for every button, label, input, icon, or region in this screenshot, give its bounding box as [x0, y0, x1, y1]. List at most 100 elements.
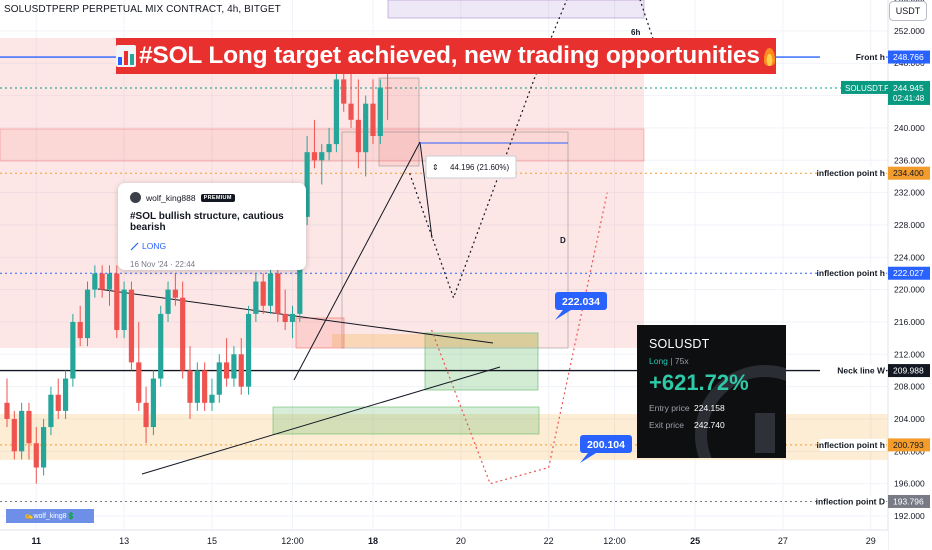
candle-body — [385, 87, 391, 89]
pnl-side: Long | 75x — [649, 356, 689, 366]
fire-icon — [762, 46, 776, 66]
price-tick: 212.000 — [894, 349, 925, 359]
avatar — [130, 192, 141, 203]
candle-body — [216, 362, 222, 395]
candle-body — [92, 273, 98, 290]
exit-label: Exit price — [649, 420, 684, 430]
candle-body — [48, 394, 54, 428]
candle-body — [55, 394, 61, 411]
time-tick: 12:00 — [281, 536, 304, 546]
marker-6h: 6h — [631, 28, 640, 37]
candle-body — [114, 273, 120, 331]
range-box — [378, 77, 420, 167]
level-price-tag — [888, 166, 930, 180]
level-name: Neck line W — [837, 366, 886, 376]
marker-d: D — [560, 236, 566, 245]
exit-row: Exit price 242.740 — [649, 420, 774, 430]
direction-label: LONG — [142, 241, 167, 251]
time-axis — [0, 530, 888, 550]
candle-body — [128, 289, 135, 363]
candle-body — [224, 362, 230, 379]
price-tick: 236.000 — [894, 155, 925, 165]
symbol-price-tag — [841, 80, 888, 94]
headline-text: #SOL Long target achieved, new trading o… — [139, 42, 760, 69]
candle-body — [267, 273, 274, 306]
candle-body — [370, 103, 376, 137]
bar-chart-icon — [116, 45, 136, 67]
level-price-tag — [888, 494, 930, 508]
candle-body — [311, 152, 318, 161]
pnl-leverage: 75x — [674, 356, 689, 366]
headline-banner: #SOL Long target achieved, new trading o… — [116, 38, 776, 74]
price-callout-label: 200.104 — [587, 439, 625, 451]
candle-body — [77, 321, 83, 339]
currency-button[interactable]: USDT — [889, 1, 927, 21]
symbol-price-tag-label: SOLUSDT.P — [845, 84, 889, 93]
candle-body — [363, 103, 369, 153]
price-tick: 224.000 — [894, 252, 925, 262]
candle-body — [158, 313, 164, 379]
candle-body — [33, 443, 39, 468]
entry-label: Entry price — [649, 403, 690, 413]
level-name: inflection point h — [817, 268, 885, 278]
time-tick: 25 — [690, 536, 700, 546]
entry-value: 224.158 — [694, 403, 725, 413]
candle-body — [11, 418, 17, 452]
level-price-label: 200.793 — [893, 440, 924, 450]
price-tick: 228.000 — [894, 220, 925, 230]
candle-body — [348, 103, 354, 120]
price-tick: 192.000 — [894, 511, 925, 521]
candle-body — [19, 410, 25, 452]
measure-box — [425, 155, 517, 179]
decorative-bar — [755, 413, 775, 453]
idea-date: 16 Nov '24 · 22:44 — [130, 260, 196, 269]
countdown-label: 02:41:48 — [893, 94, 925, 103]
candle-body — [194, 370, 200, 403]
level-price-tag — [888, 50, 930, 64]
projection-path-red — [430, 192, 608, 485]
candle-body — [289, 313, 296, 322]
author-name[interactable]: wolf_king888 — [146, 192, 196, 203]
candle-body — [187, 370, 193, 403]
impulse-line — [419, 141, 433, 239]
level-name-bg — [820, 495, 886, 508]
candle-body — [304, 152, 310, 217]
pnl-roi: +621.72% — [649, 370, 749, 395]
price-tick: 204.000 — [894, 414, 925, 424]
candle-body — [341, 79, 347, 104]
price-callout-tail — [555, 310, 571, 320]
candle-body — [231, 354, 237, 379]
premium-badge: PREMIUM — [200, 193, 235, 202]
candle-body — [150, 378, 156, 428]
candle-body — [4, 402, 10, 419]
level-price-label: 193.796 — [893, 496, 924, 506]
time-tick: 12:00 — [603, 536, 626, 546]
candle-body — [282, 313, 288, 322]
level-name: Front h — [856, 52, 885, 62]
time-tick: 15 — [207, 536, 217, 546]
time-tick: 13 — [119, 536, 129, 546]
candle-body — [202, 370, 208, 403]
candle-body — [99, 273, 105, 290]
price-callout-tail — [580, 453, 596, 463]
price-tick: 220.000 — [894, 285, 925, 295]
level-name: inflection point D — [816, 496, 885, 506]
top-zone — [387, 0, 645, 19]
candle-body — [377, 87, 383, 137]
measure-label: 44.196 (21.60%) — [450, 163, 509, 172]
candle-body — [121, 289, 127, 331]
price-callout — [555, 292, 607, 310]
watermark: ✍️wolf_king8💲 — [6, 509, 94, 523]
level-price-label: 248.766 — [893, 52, 924, 62]
idea-card[interactable]: wolf_king888 PREMIUM #SOL bullish struct… — [118, 183, 306, 270]
price-callout-label: 222.034 — [562, 296, 600, 308]
supply-zone — [0, 38, 644, 348]
candle-body — [253, 281, 259, 314]
measure-icon: ⇕ — [432, 163, 439, 172]
candle-body — [333, 79, 339, 145]
time-tick: 18 — [368, 536, 378, 546]
level-price-tag — [888, 266, 930, 280]
candle-body — [41, 427, 47, 468]
candle-body — [26, 410, 32, 444]
